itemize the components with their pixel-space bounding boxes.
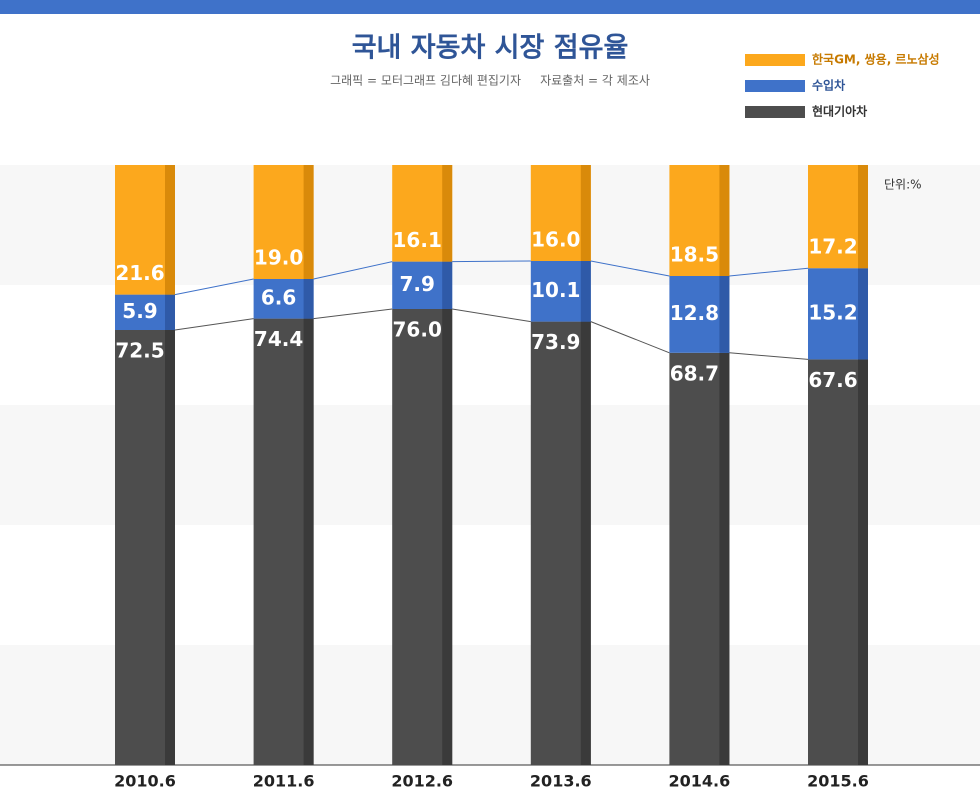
bar-side <box>442 261 453 309</box>
connector-line <box>174 278 254 296</box>
x-tick-label: 2015.6 <box>807 772 869 791</box>
value-label: 76.0 <box>393 318 442 342</box>
connector-line <box>313 261 393 280</box>
bar-side <box>580 261 591 322</box>
connector-line <box>729 267 809 277</box>
bar-side <box>165 330 175 765</box>
connector-line <box>174 318 254 331</box>
chart-title: 국내 자동차 시장 점유율 <box>352 33 629 64</box>
value-label: 67.6 <box>808 368 857 392</box>
bar-side <box>719 352 730 765</box>
legend-label: 현대기아차 <box>812 104 867 119</box>
value-label: 74.4 <box>254 327 303 351</box>
connector-line <box>452 308 531 323</box>
connector-line <box>313 308 393 320</box>
value-label: 7.9 <box>399 272 434 296</box>
value-label: 6.6 <box>261 285 296 309</box>
bar-side <box>580 165 591 261</box>
x-tick-label: 2010.6 <box>114 772 176 791</box>
connector-line <box>590 321 670 354</box>
legend-label: 한국GM, 쌍용, 르노삼성 <box>812 52 940 67</box>
unit-label: 단위:% <box>884 178 922 192</box>
bar-side <box>719 165 730 276</box>
bar-side <box>858 268 868 360</box>
value-label: 68.7 <box>670 361 719 385</box>
x-tick-label: 2012.6 <box>391 772 453 791</box>
bar-side <box>580 321 591 765</box>
value-label: 12.8 <box>670 301 719 325</box>
subtitle: 그래픽 = 모터그래프 김다혜 편집기자 자료출처 = 각 제조사 <box>330 74 650 88</box>
x-tick-label: 2014.6 <box>669 772 731 791</box>
value-label: 73.9 <box>531 330 580 354</box>
bar-side <box>165 294 175 330</box>
value-label: 72.5 <box>115 339 164 363</box>
x-tick-label: 2013.6 <box>530 772 592 791</box>
connector-line <box>452 260 531 263</box>
value-label: 18.5 <box>670 243 719 267</box>
connector-line <box>590 260 670 277</box>
connector-line <box>729 352 809 360</box>
value-label: 19.0 <box>254 246 303 270</box>
bar-side <box>303 279 314 319</box>
legend-label: 수입차 <box>812 78 845 93</box>
value-label: 5.9 <box>122 299 157 323</box>
bar-side <box>442 165 453 262</box>
bar-side <box>719 276 730 353</box>
legend-swatch <box>745 106 805 118</box>
bar-side <box>303 165 314 279</box>
legend-swatch <box>745 80 805 92</box>
value-label: 17.2 <box>808 235 857 259</box>
legend-swatch <box>745 54 805 66</box>
top-bar <box>0 0 980 14</box>
bar-side <box>165 165 175 295</box>
value-label: 16.0 <box>531 228 580 252</box>
bar-side <box>858 359 868 765</box>
bar-side <box>442 309 453 765</box>
value-label: 16.1 <box>393 228 442 252</box>
value-label: 10.1 <box>531 278 580 302</box>
value-label: 21.6 <box>115 261 164 285</box>
x-tick-label: 2011.6 <box>253 772 315 791</box>
value-label: 15.2 <box>808 300 857 324</box>
bar-side <box>303 318 314 765</box>
bar-side <box>858 165 868 269</box>
